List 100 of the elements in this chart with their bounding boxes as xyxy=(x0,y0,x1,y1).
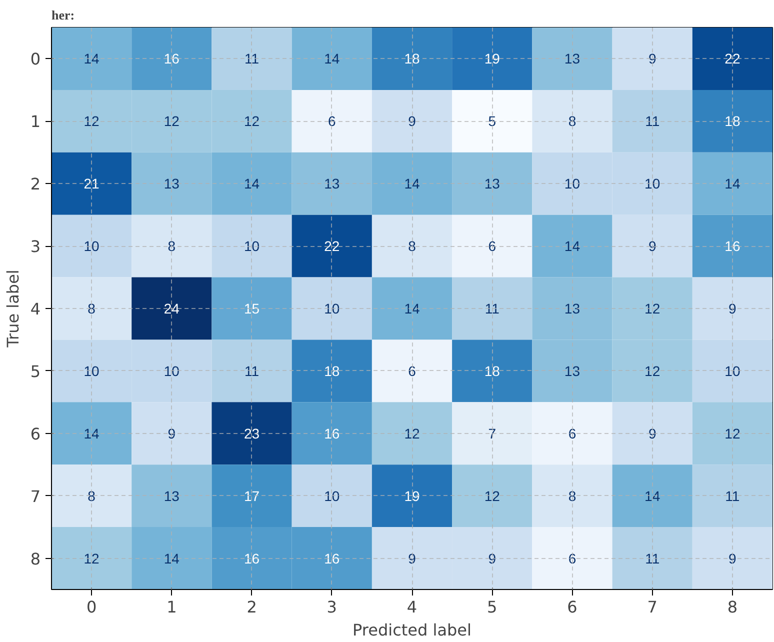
data-label: 18 xyxy=(404,50,420,67)
data-label: 16 xyxy=(324,550,340,566)
y-axis-title: True label xyxy=(3,270,22,348)
x-tick-label: 3 xyxy=(326,598,337,616)
data-label: 12 xyxy=(84,113,100,130)
data-label: 14 xyxy=(84,50,100,67)
data-label: 14 xyxy=(164,550,180,566)
data-label: 12 xyxy=(164,113,180,130)
data-label: 13 xyxy=(164,176,180,192)
data-label: 6 xyxy=(408,362,416,379)
data-label: 14 xyxy=(324,50,340,67)
y-tick-label: 6 xyxy=(30,424,41,444)
data-label: 10 xyxy=(564,176,580,192)
x-tick-label: 8 xyxy=(727,598,738,616)
data-label: 11 xyxy=(484,300,500,316)
x-tick-label: 5 xyxy=(487,598,498,616)
data-label: 11 xyxy=(645,113,660,130)
data-label: 8 xyxy=(568,488,576,504)
data-label: 9 xyxy=(408,113,416,130)
y-tick-label: 8 xyxy=(30,549,41,568)
data-label: 6 xyxy=(488,238,496,254)
data-label: 11 xyxy=(244,50,260,67)
data-label: 14 xyxy=(404,300,420,316)
y-tick-label: 4 xyxy=(30,300,41,318)
data-label: 14 xyxy=(644,488,660,504)
data-label: 10 xyxy=(244,238,260,254)
data-label: 21 xyxy=(84,176,100,192)
data-label: 14 xyxy=(404,176,420,192)
x-tick-label: 4 xyxy=(406,598,418,616)
data-label: 9 xyxy=(648,425,656,442)
data-label: 17 xyxy=(244,488,260,504)
data-label: 14 xyxy=(564,238,580,254)
data-label: 22 xyxy=(324,238,340,254)
data-label: 12 xyxy=(84,550,100,566)
data-label: 19 xyxy=(484,50,500,67)
data-label: 12 xyxy=(404,425,420,442)
x-tick-label: 1 xyxy=(166,598,177,616)
data-label: 9 xyxy=(168,425,176,442)
data-label: 10 xyxy=(724,362,740,379)
data-label: 16 xyxy=(244,550,260,566)
data-label: 12 xyxy=(724,425,740,442)
y-tick-label: 3 xyxy=(30,237,41,256)
data-label: 10 xyxy=(644,176,660,192)
data-label: 9 xyxy=(648,238,656,254)
data-label: 11 xyxy=(645,550,660,566)
data-label: 14 xyxy=(244,176,260,192)
x-tick-label: 7 xyxy=(647,598,658,616)
x-tick-label: 0 xyxy=(86,598,97,616)
data-label: 18 xyxy=(324,362,340,379)
x-tick-label: 6 xyxy=(567,598,578,616)
y-tick-label: 0 xyxy=(30,50,41,69)
data-label: 11 xyxy=(725,488,740,504)
data-label: 18 xyxy=(724,113,740,130)
data-label: 9 xyxy=(648,50,656,67)
data-label: 9 xyxy=(728,300,737,316)
data-label: 15 xyxy=(244,300,260,316)
data-label: 13 xyxy=(564,300,580,316)
data-label: 12 xyxy=(244,113,260,130)
data-label: 24 xyxy=(164,300,180,316)
data-label: 13 xyxy=(164,488,180,504)
data-label: 10 xyxy=(84,362,100,379)
y-tick-label: 1 xyxy=(30,112,41,132)
data-label: 10 xyxy=(324,300,340,316)
data-label: 5 xyxy=(488,113,496,130)
data-label: 8 xyxy=(88,300,96,316)
data-label: 10 xyxy=(324,488,340,504)
text: her: xyxy=(52,8,75,22)
data-label: 6 xyxy=(568,550,576,566)
data-label: 6 xyxy=(328,113,336,130)
data-label: 10 xyxy=(164,362,180,379)
data-label: 16 xyxy=(324,425,340,442)
data-label: 7 xyxy=(488,425,496,442)
data-label: 8 xyxy=(408,238,416,254)
data-label: 8 xyxy=(568,113,576,130)
data-label: 13 xyxy=(484,176,500,192)
data-label: 16 xyxy=(164,50,180,67)
data-label: 12 xyxy=(484,488,500,504)
x-axis-title: Predicted label xyxy=(352,620,472,640)
data-label: 13 xyxy=(564,50,580,67)
data-label: 22 xyxy=(724,50,740,67)
data-label: 9 xyxy=(408,550,416,566)
data-label: 8 xyxy=(88,488,96,504)
data-label: 8 xyxy=(168,238,176,254)
data-label: 11 xyxy=(244,362,260,379)
data-label: 9 xyxy=(728,550,737,566)
y-tick-label: 2 xyxy=(30,174,41,194)
data-label: 10 xyxy=(84,238,100,254)
y-tick-label: 7 xyxy=(30,486,41,506)
data-label: 23 xyxy=(244,425,260,442)
data-label: 18 xyxy=(484,362,500,379)
data-label: 13 xyxy=(324,176,340,192)
data-label: 6 xyxy=(568,425,576,442)
data-label: 19 xyxy=(404,488,420,504)
y-tick-label: 5 xyxy=(30,362,41,381)
x-tick-label: 2 xyxy=(246,598,257,616)
data-label: 9 xyxy=(488,550,496,566)
data-label: 13 xyxy=(564,362,580,379)
data-label: 12 xyxy=(644,362,660,379)
data-label: 14 xyxy=(724,176,740,192)
data-label: 12 xyxy=(644,300,660,316)
